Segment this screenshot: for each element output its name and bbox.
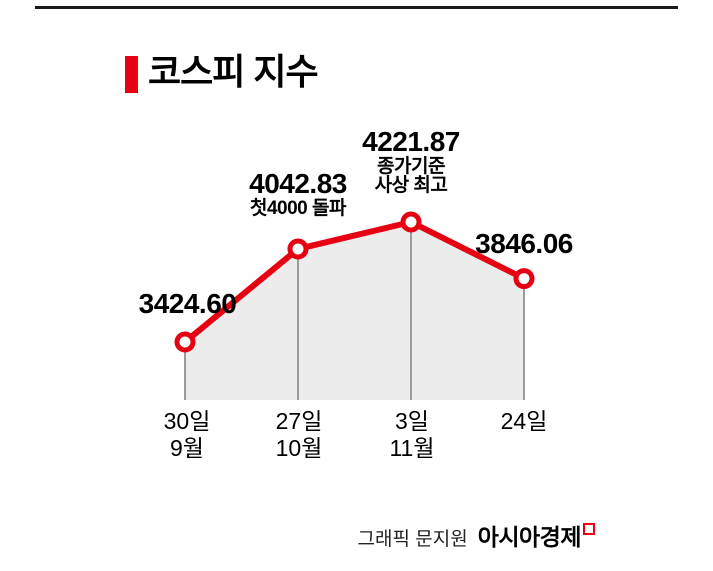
annotation-record-line1: 종가기준 bbox=[377, 156, 445, 177]
x-tick-3-day: 3일 bbox=[395, 408, 429, 434]
area-fill bbox=[185, 222, 524, 400]
x-tick-1: 30일 9월 bbox=[147, 408, 227, 462]
data-point-marker bbox=[287, 238, 309, 260]
trend-line bbox=[183, 219, 526, 345]
data-point-marker bbox=[400, 211, 422, 233]
top-divider bbox=[35, 6, 678, 9]
value-label-4: 3846.06 bbox=[475, 228, 573, 259]
brand-logo: 아시아경제 bbox=[478, 518, 595, 552]
value-label-2: 4042.83 bbox=[249, 168, 347, 199]
brand-logo-text: 아시아경제 bbox=[477, 524, 582, 550]
value-label-1: 3424.60 bbox=[138, 288, 237, 319]
x-tick-4-day: 24일 bbox=[500, 408, 548, 434]
data-point-marker bbox=[513, 268, 535, 290]
x-tick-4: 24일 bbox=[484, 408, 564, 435]
x-tick-1-day: 30일 bbox=[163, 408, 211, 434]
page-title: 코스피 지수 bbox=[148, 51, 319, 92]
x-tick-2: 27일 10월 bbox=[259, 408, 339, 462]
graphic-credit: 그래픽 문지원 bbox=[357, 529, 468, 550]
annotation-first-4000: 첫4000 돌파 bbox=[250, 198, 347, 219]
x-tick-2-day: 27일 bbox=[275, 408, 323, 434]
x-tick-3: 3일 11월 bbox=[372, 408, 452, 462]
data-point-marker bbox=[174, 331, 196, 353]
footer-credit: 그래픽 문지원 아시아경제 bbox=[358, 518, 595, 552]
x-tick-1-month: 9월 bbox=[170, 435, 204, 461]
title-accent-bar bbox=[125, 56, 138, 93]
x-tick-3-month: 11월 bbox=[389, 435, 435, 461]
brand-logo-mark-icon bbox=[583, 523, 595, 535]
data-point-markers bbox=[174, 211, 535, 353]
annotation-record-line2: 사상 최고 bbox=[374, 175, 448, 196]
x-tick-2-month: 10월 bbox=[275, 435, 323, 461]
chart-header: 코스피 지수 bbox=[125, 51, 319, 93]
value-label-3: 4221.87 bbox=[362, 126, 460, 157]
